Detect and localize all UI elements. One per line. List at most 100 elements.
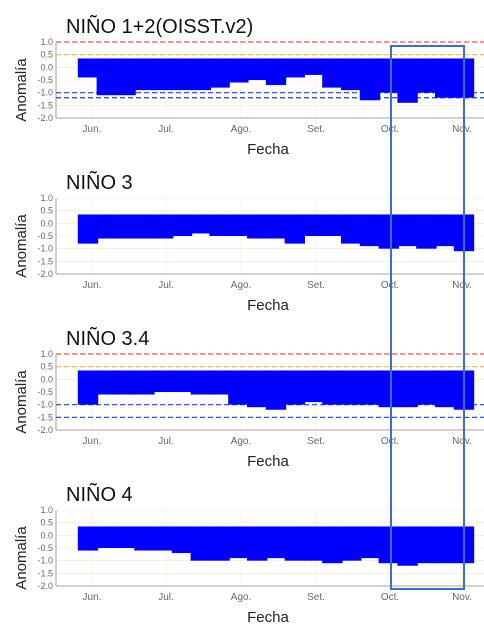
bar: [378, 526, 399, 564]
x-tick-label: Set.: [307, 592, 325, 603]
bar: [265, 370, 287, 410]
bar: [247, 526, 268, 561]
bar: [397, 526, 418, 566]
chart-nino12: NIÑO 1+2(OISST.v2) Anomalía Fecha 1.0 0.5…: [13, 14, 484, 156]
x-axis-label: Fecha: [247, 297, 289, 312]
bar: [303, 58, 324, 75]
x-tick-label: Ago.: [231, 592, 252, 603]
bar: [341, 526, 362, 561]
bar: [284, 370, 305, 405]
bar: [134, 58, 155, 91]
x-tick-label: Jun.: [83, 280, 102, 291]
y-tick-label: 1.0: [40, 37, 53, 47]
chart-title: NIÑO 3.4: [66, 326, 149, 350]
x-tick-label: Set.: [307, 124, 325, 135]
bar: [416, 58, 437, 93]
bar: [322, 370, 343, 405]
y-tick-label: -2.0: [37, 113, 53, 123]
x-tick-label: Nov.: [452, 124, 472, 135]
bar: [134, 214, 155, 239]
bar: [453, 526, 475, 564]
y-axis-label: Anomalía: [13, 370, 30, 434]
bar: [209, 526, 230, 561]
bar: [247, 370, 268, 408]
chart-nino34: NIÑO 3.4 Anomalía Fecha 1.0 0.5 0.0 -0.5 -1.…: [13, 326, 484, 468]
bar: [77, 58, 99, 78]
bar: [322, 214, 343, 236]
x-tick-label: Oct.: [381, 592, 399, 603]
bar: [115, 58, 136, 96]
bar: [96, 526, 117, 548]
chart-title: NIÑO 1+2(OISST.v2): [66, 14, 253, 38]
bar: [171, 58, 193, 91]
bar: [228, 214, 249, 236]
y-tick-label: -1.5: [37, 256, 53, 266]
x-tick-label: Nov.: [452, 280, 472, 291]
bar: [284, 58, 305, 78]
chart-title: NIÑO 3: [66, 170, 133, 194]
bar: [378, 214, 399, 249]
y-axis-label: Anomalía: [13, 526, 30, 590]
y-tick-label: -1.0: [37, 556, 53, 566]
bar: [209, 58, 230, 88]
bar: [378, 370, 399, 408]
x-tick-label: Oct.: [381, 280, 399, 291]
bar: [284, 214, 305, 244]
x-tick-label: Jul.: [158, 280, 174, 291]
bar: [359, 214, 381, 247]
bar: [115, 370, 136, 395]
bar: [341, 370, 362, 405]
bar: [322, 58, 343, 88]
y-tick-label: 0.5: [40, 206, 53, 216]
bar: [435, 58, 456, 98]
bar: [153, 370, 174, 392]
bar: [435, 526, 456, 564]
y-tick-label: -0.5: [37, 543, 53, 553]
y-tick-label: -0.5: [37, 231, 53, 241]
bar: [378, 58, 399, 93]
bar: [153, 58, 174, 91]
bar: [190, 370, 211, 395]
y-tick-label: 0.5: [40, 362, 53, 372]
bar: [209, 370, 230, 395]
bar: [228, 58, 249, 83]
y-tick-label: -2.0: [37, 581, 53, 591]
x-axis-label: Fecha: [247, 609, 289, 624]
bar: [209, 214, 230, 236]
y-tick-label: -1.0: [37, 88, 53, 98]
x-tick-label: Ago.: [231, 436, 252, 447]
y-tick-label: 0.0: [40, 530, 53, 540]
x-tick-label: Jul.: [158, 436, 174, 447]
bar: [265, 58, 287, 86]
bar: [77, 214, 99, 244]
bar: [397, 58, 418, 103]
bar: [265, 214, 287, 239]
y-tick-label: 1.0: [40, 349, 53, 359]
x-tick-label: Set.: [307, 436, 325, 447]
x-tick-label: Oct.: [381, 124, 399, 135]
bar: [134, 370, 155, 395]
x-tick-label: Set.: [307, 280, 325, 291]
chart-panel-nino3: NIÑO 3 Anomalía Fecha 1.0 0.5 0.0 -0.5 -1.0 -…: [0, 156, 484, 312]
chart-panel-nino12: NIÑO 1+2(OISST.v2) Anomalía Fecha 1.0 0.5…: [0, 0, 484, 156]
bar: [341, 58, 362, 91]
y-tick-label: -2.0: [37, 425, 53, 435]
bar: [303, 370, 324, 403]
bar: [96, 214, 117, 239]
x-axis-label: Fecha: [247, 141, 289, 156]
x-tick-label: Jun.: [83, 592, 102, 603]
bar: [96, 370, 117, 395]
bar: [77, 370, 99, 405]
y-tick-label: -1.5: [37, 568, 53, 578]
y-tick-label: -1.0: [37, 400, 53, 410]
y-tick-label: -1.5: [37, 100, 53, 110]
x-tick-label: Jun.: [83, 436, 102, 447]
bar: [303, 526, 324, 561]
y-tick-label: -1.5: [37, 412, 53, 422]
bar: [247, 58, 268, 80]
y-tick-label: 1.0: [40, 193, 53, 203]
bar: [228, 370, 249, 405]
bar: [190, 214, 211, 234]
bar: [303, 214, 324, 236]
